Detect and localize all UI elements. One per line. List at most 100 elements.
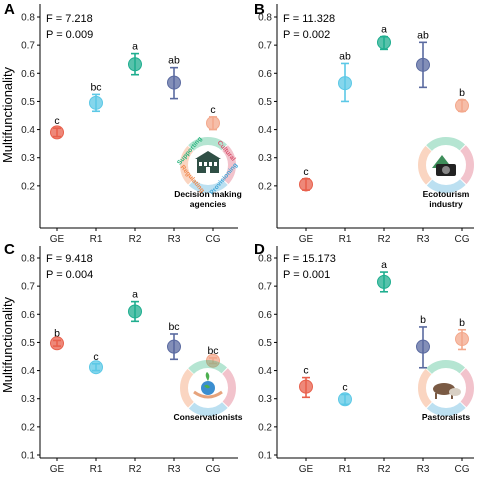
building-window — [209, 162, 212, 166]
x-tick-label: CG — [455, 234, 470, 245]
stakeholder-inset — [180, 360, 236, 416]
stakeholder-label: Decision making — [174, 189, 242, 199]
mean-point-r2 — [128, 57, 142, 72]
y-tick-label: 0.4 — [21, 366, 35, 377]
x-tick-label: R2 — [378, 234, 391, 245]
ring-segment — [180, 137, 236, 193]
stakeholder-inset — [418, 137, 474, 193]
mean-point-r1 — [338, 76, 352, 91]
x-tick-label: GE — [299, 464, 314, 475]
mean-point-r3 — [167, 75, 181, 90]
f-statistic: F = 15.173 — [283, 253, 336, 265]
x-tick-label: R2 — [129, 464, 142, 475]
y-tick-label: 0.7 — [258, 41, 272, 52]
significance-letter: a — [132, 289, 138, 301]
significance-letter: c — [303, 365, 308, 377]
mean-point-r1 — [89, 360, 103, 375]
camera-lens-icon — [442, 166, 450, 174]
y-tick-label: 0.2 — [258, 181, 272, 192]
y-tick-label: 0.8 — [258, 13, 272, 24]
significance-letter: a — [381, 259, 387, 271]
building-window — [199, 162, 202, 166]
y-tick-label: 0.5 — [258, 338, 272, 349]
stakeholder-label: agencies — [190, 199, 227, 209]
y-tick-label: 0.3 — [21, 394, 35, 405]
y-tick-label: 0.6 — [21, 310, 35, 321]
building-window — [204, 162, 207, 166]
mean-point-r3 — [416, 339, 430, 354]
x-tick-label: R1 — [90, 464, 103, 475]
y-tick-label: 0.1 — [258, 451, 272, 462]
mean-point-r1 — [338, 392, 352, 407]
y-tick-label: 0.2 — [21, 181, 35, 192]
building-icon — [197, 159, 219, 173]
mean-point-r2 — [128, 304, 142, 319]
y-tick-label: 0.3 — [258, 394, 272, 405]
y-tick-label: 0.8 — [21, 13, 35, 24]
x-tick-label: R3 — [417, 464, 430, 475]
significance-letter: a — [381, 24, 387, 36]
panel-letter: A — [4, 1, 15, 18]
x-tick-label: R2 — [129, 234, 142, 245]
significance-letter: ab — [168, 55, 180, 67]
significance-letter: ab — [417, 29, 429, 41]
f-statistic: F = 11.328 — [283, 13, 335, 25]
mean-point-ge — [50, 125, 64, 140]
y-tick-label: 0.4 — [258, 366, 272, 377]
y-axis-label-bottom: Multifunctionality — [0, 296, 15, 393]
x-tick-label: R1 — [339, 464, 352, 475]
significance-letter: c — [210, 104, 215, 116]
ring-segment — [418, 360, 474, 416]
panels: A 0.2 0.3 0.4 0.5 0.6 0.7 0.8 F = 7.218 P = 0.009… — [4, 1, 474, 475]
mean-point-cg — [206, 116, 220, 131]
panel-C: C 0.1 0.2 0.3 0.4 0.5 0.6 0.7 0.8 F = 9.418 P = 0.… — [4, 241, 243, 475]
y-tick-label: 0.3 — [258, 153, 272, 164]
x-tick-label: R2 — [378, 464, 391, 475]
y-tick-label: 0.7 — [21, 41, 35, 52]
panel-D: D 0.1 0.2 0.3 0.4 0.5 0.6 0.7 0.8 F = 15.173 P = 0… — [254, 241, 474, 475]
hands-icon — [193, 390, 223, 399]
mean-point-ge — [299, 177, 313, 192]
mean-point-r2 — [377, 274, 391, 289]
p-value: P = 0.009 — [46, 29, 93, 41]
mean-point-r1 — [89, 95, 103, 110]
panel-letter: C — [4, 241, 15, 258]
significance-letter: c — [54, 115, 59, 127]
y-tick-label: 0.6 — [21, 69, 35, 80]
building-door — [206, 167, 210, 173]
y-tick-label: 0.8 — [258, 254, 272, 265]
sheep-icon — [449, 388, 461, 396]
y-tick-label: 0.1 — [21, 451, 35, 462]
y-tick-label: 0.2 — [258, 422, 272, 433]
panel-letter: B — [254, 1, 265, 18]
panel-letter: D — [254, 241, 265, 258]
x-tick-label: GE — [50, 234, 65, 245]
stakeholder-inset — [418, 360, 474, 416]
stakeholder-label: Conservationists — [174, 412, 243, 422]
x-tick-label: CG — [206, 464, 221, 475]
building-roof-icon — [195, 151, 221, 159]
p-value: P = 0.004 — [46, 269, 93, 281]
ring-segment — [418, 137, 474, 193]
y-axis-label-top: Multifunctionality — [0, 66, 15, 163]
y-tick-label: 0.4 — [21, 125, 35, 136]
f-statistic: F = 9.418 — [46, 253, 93, 265]
x-tick-label: R3 — [168, 464, 181, 475]
x-tick-label: CG — [206, 234, 221, 245]
stakeholder-label: Pastoralists — [422, 412, 470, 422]
y-tick-label: 0.6 — [258, 69, 272, 80]
y-tick-label: 0.8 — [21, 254, 35, 265]
y-tick-label: 0.7 — [21, 282, 35, 293]
y-tick-label: 0.7 — [258, 282, 272, 293]
mean-point-cg — [455, 98, 469, 113]
stakeholder-label: industry — [429, 199, 463, 209]
mean-point-r3 — [167, 339, 181, 354]
x-tick-label: R1 — [90, 234, 103, 245]
y-tick-label: 0.2 — [21, 422, 35, 433]
y-tick-label: 0.5 — [21, 338, 35, 349]
y-tick-label: 0.4 — [258, 125, 272, 136]
significance-letter: c — [93, 351, 98, 363]
p-value: P = 0.001 — [283, 269, 330, 281]
panel-B: B 0.2 0.3 0.4 0.5 0.6 0.7 0.8 F = 11.328 P = 0.00… — [254, 1, 474, 245]
